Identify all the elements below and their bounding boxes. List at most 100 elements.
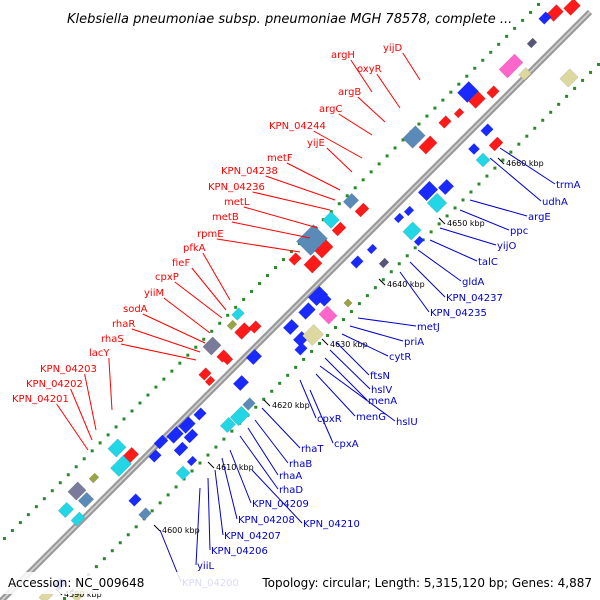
tick-dot [110, 549, 114, 553]
forward-gene-leader [163, 297, 211, 334]
tick-dot [118, 541, 122, 545]
forward-gene-label: metB [212, 212, 239, 223]
tick-dot [222, 437, 226, 441]
tick-dot [397, 262, 401, 266]
gene-feature [343, 298, 353, 308]
kbp-tick-mark [207, 461, 215, 469]
forward-gene-leader [265, 175, 336, 201]
tick-dot [218, 321, 222, 325]
tick-dot [214, 445, 218, 449]
backbone-highlight [0, 11, 591, 600]
tick-dot [74, 465, 78, 469]
tick-dot [294, 365, 298, 369]
gene-feature [219, 416, 237, 434]
reverse-gene-leader [341, 333, 389, 357]
gene-feature [67, 481, 87, 501]
tick-dot [206, 453, 210, 457]
forward-gene-label: KPN_04202 [26, 379, 83, 390]
tick-dot [525, 134, 529, 138]
tick-dot [337, 202, 341, 206]
tick-dot [529, 10, 533, 14]
forward-gene-leader [131, 328, 201, 353]
tick-dot [461, 198, 465, 202]
tick-dot [158, 501, 162, 505]
gene-feature [437, 178, 455, 196]
gene-feature [467, 142, 481, 156]
tick-dot [485, 174, 489, 178]
gene-feature [318, 305, 338, 325]
tick-dot [573, 86, 577, 90]
reverse-gene-leader [251, 469, 303, 524]
tick-dot [186, 353, 190, 357]
tick-dot [341, 318, 345, 322]
forward-gene-leader [84, 373, 97, 431]
gene-feature [175, 465, 191, 481]
gene-feature [526, 37, 538, 49]
reverse-gene-leader [324, 357, 368, 401]
gene-feature [302, 324, 324, 346]
tick-dot [174, 485, 178, 489]
forward-gene-leader [70, 388, 93, 441]
gene-feature [488, 136, 504, 152]
tick-dot [138, 401, 142, 405]
tick-dot [114, 425, 118, 429]
tick-dot [381, 278, 385, 282]
map-title: Klebsiella pneumoniae subsp. pneumoniae … [67, 12, 512, 27]
tick-dot [289, 250, 293, 254]
tick-dot [281, 258, 285, 262]
tick-dot [373, 286, 377, 290]
forward-gene-leader [174, 281, 223, 319]
gene-features [38, 0, 581, 600]
gene-feature [204, 375, 216, 387]
tick-dot [401, 138, 405, 142]
gene-feature [413, 235, 425, 247]
tick-dot [365, 294, 369, 298]
tick-dot [194, 345, 198, 349]
gene-feature [153, 434, 169, 450]
tick-dot [509, 150, 513, 154]
reverse-gene-label: gldA [462, 277, 484, 288]
tick-dot [50, 489, 54, 493]
tick-dot [517, 142, 521, 146]
tick-dot [541, 118, 545, 122]
gene-feature [417, 180, 439, 202]
reverse-gene-label: ftsN [370, 371, 390, 382]
reverse-gene-leader [335, 341, 370, 376]
gene-feature [138, 507, 152, 521]
gene-feature [193, 407, 207, 421]
gene-feature [282, 318, 300, 336]
tick-dot [234, 305, 238, 309]
forward-gene-label: argB [338, 87, 361, 98]
tick-dot [469, 190, 473, 194]
gene-feature [402, 221, 422, 241]
label-leaders [56, 52, 556, 583]
tick-dot [318, 341, 322, 345]
tick-dot [326, 333, 330, 337]
footer-band [0, 572, 600, 594]
gene-feature [475, 152, 491, 168]
reverse-gene-leader [221, 457, 238, 520]
tick-dot [150, 509, 154, 513]
tick-dot [170, 369, 174, 373]
tick-dot [501, 158, 505, 162]
tick-dot [413, 246, 417, 250]
tick-dot [345, 194, 349, 198]
forward-gene-label: rhaS [101, 334, 124, 345]
tick-dot [369, 170, 373, 174]
tick-dot [389, 270, 393, 274]
gene-feature [178, 416, 196, 434]
reverse-gene-leader [469, 199, 528, 217]
tick-dot [329, 210, 333, 214]
reverse-gene-leader [239, 435, 279, 490]
tick-dot [497, 42, 501, 46]
kbp-tick-mark [153, 524, 161, 532]
kbp-tick-mark [438, 217, 446, 225]
forward-gene-label: KPN_04201 [12, 394, 69, 405]
reverse-gene-leader [409, 261, 446, 298]
tick-dot [18, 521, 22, 525]
reverse-gene-label: argE [528, 212, 551, 223]
gene-feature [559, 68, 579, 88]
gene-feature [378, 257, 390, 269]
forward-gene-leader [120, 343, 197, 361]
